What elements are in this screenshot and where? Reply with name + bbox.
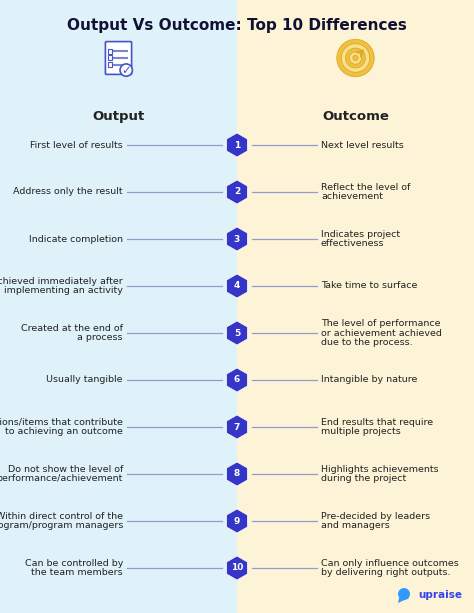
Circle shape xyxy=(341,44,370,72)
Text: Take time to surface: Take time to surface xyxy=(321,281,418,291)
Circle shape xyxy=(120,64,132,76)
Text: multiple projects: multiple projects xyxy=(321,427,401,436)
Text: Reflect the level of: Reflect the level of xyxy=(321,183,410,192)
Text: Created at the end of: Created at the end of xyxy=(21,324,123,333)
Text: Address only the result: Address only the result xyxy=(13,188,123,197)
Text: 4: 4 xyxy=(234,281,240,291)
Text: Output Vs Outcome: Top 10 Differences: Output Vs Outcome: Top 10 Differences xyxy=(67,18,407,33)
Circle shape xyxy=(337,39,374,77)
Text: First level of results: First level of results xyxy=(30,140,123,150)
Polygon shape xyxy=(227,133,247,157)
Text: 5: 5 xyxy=(234,329,240,338)
Text: due to the process.: due to the process. xyxy=(321,338,413,347)
Text: 8: 8 xyxy=(234,470,240,479)
Polygon shape xyxy=(227,321,247,345)
Text: Indicates project: Indicates project xyxy=(321,230,400,238)
Polygon shape xyxy=(227,227,247,251)
Text: or achievement achieved: or achievement achieved xyxy=(321,329,442,338)
Text: Can be controlled by: Can be controlled by xyxy=(25,559,123,568)
Bar xyxy=(108,62,112,67)
Text: Achieved immediately after: Achieved immediately after xyxy=(0,276,123,286)
Text: Within direct control of the: Within direct control of the xyxy=(0,512,123,521)
Text: effectiveness: effectiveness xyxy=(321,239,384,248)
Text: performance/achievement: performance/achievement xyxy=(0,474,123,483)
Text: ✓: ✓ xyxy=(121,64,131,77)
Text: upraise: upraise xyxy=(418,590,462,600)
Text: Pre-decided by leaders: Pre-decided by leaders xyxy=(321,512,430,521)
Text: Intangible by nature: Intangible by nature xyxy=(321,376,418,384)
Circle shape xyxy=(349,52,362,64)
Text: 9: 9 xyxy=(234,517,240,525)
Text: a process: a process xyxy=(78,333,123,342)
Text: The level of performance: The level of performance xyxy=(321,319,440,328)
Polygon shape xyxy=(227,509,247,533)
Text: Indicate completion: Indicate completion xyxy=(29,235,123,243)
Polygon shape xyxy=(227,556,247,580)
Bar xyxy=(108,49,112,53)
Circle shape xyxy=(353,55,358,61)
Text: Highlights achievements: Highlights achievements xyxy=(321,465,438,474)
Text: and managers: and managers xyxy=(321,521,390,530)
Polygon shape xyxy=(227,462,247,486)
Text: Output: Output xyxy=(92,110,145,123)
Text: implementing an activity: implementing an activity xyxy=(4,286,123,295)
Polygon shape xyxy=(227,415,247,439)
Text: 7: 7 xyxy=(234,422,240,432)
Text: Next level results: Next level results xyxy=(321,140,404,150)
Bar xyxy=(237,0,474,613)
Text: 6: 6 xyxy=(234,376,240,384)
Text: achievement: achievement xyxy=(321,192,383,201)
Text: 3: 3 xyxy=(234,235,240,243)
Text: Outcome: Outcome xyxy=(322,110,389,123)
Text: to achieving an outcome: to achieving an outcome xyxy=(5,427,123,436)
Polygon shape xyxy=(227,180,247,204)
Text: program/program managers: program/program managers xyxy=(0,521,123,530)
Text: during the project: during the project xyxy=(321,474,406,483)
Circle shape xyxy=(346,48,365,68)
Text: 2: 2 xyxy=(234,188,240,197)
Text: Do not show the level of: Do not show the level of xyxy=(8,465,123,474)
Text: 10: 10 xyxy=(231,563,243,573)
Polygon shape xyxy=(398,598,409,603)
FancyBboxPatch shape xyxy=(105,42,132,74)
Bar xyxy=(0,0,237,613)
Circle shape xyxy=(398,588,410,600)
Text: the team members: the team members xyxy=(31,568,123,577)
Text: End results that require: End results that require xyxy=(321,417,433,427)
Polygon shape xyxy=(227,274,247,298)
Text: 1: 1 xyxy=(234,140,240,150)
Text: Can only influence outcomes: Can only influence outcomes xyxy=(321,559,459,568)
Text: Actions/items that contribute: Actions/items that contribute xyxy=(0,417,123,427)
Text: by delivering right outputs.: by delivering right outputs. xyxy=(321,568,450,577)
Polygon shape xyxy=(227,368,247,392)
Bar xyxy=(108,55,112,60)
Text: Usually tangible: Usually tangible xyxy=(46,376,123,384)
